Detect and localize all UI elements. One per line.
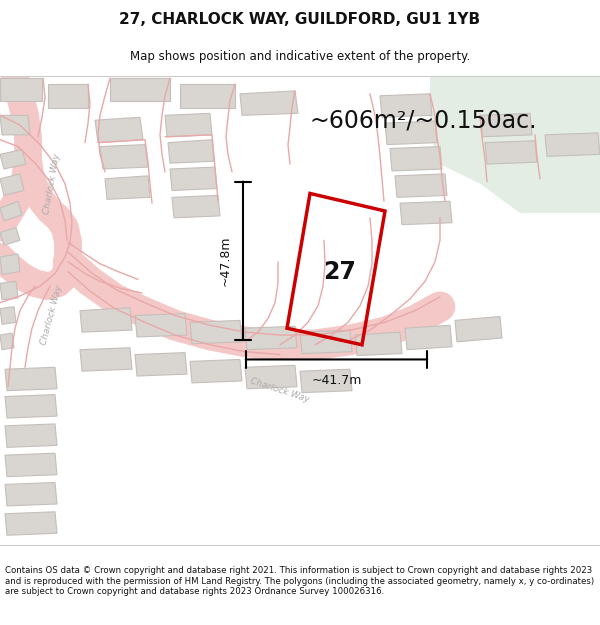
Polygon shape — [545, 133, 600, 156]
Polygon shape — [455, 316, 502, 342]
Polygon shape — [400, 201, 452, 224]
Polygon shape — [0, 307, 16, 324]
Text: Map shows position and indicative extent of the property.: Map shows position and indicative extent… — [130, 50, 470, 63]
Polygon shape — [0, 254, 20, 274]
Polygon shape — [135, 352, 187, 376]
Polygon shape — [385, 121, 437, 144]
Polygon shape — [100, 144, 148, 169]
Polygon shape — [95, 118, 143, 142]
Text: ~41.7m: ~41.7m — [311, 374, 362, 388]
Polygon shape — [5, 453, 57, 477]
Polygon shape — [5, 424, 57, 448]
Text: ~47.8m: ~47.8m — [218, 236, 232, 286]
Polygon shape — [0, 281, 18, 300]
Polygon shape — [5, 368, 57, 391]
Polygon shape — [480, 113, 532, 137]
Text: Charlock Way: Charlock Way — [40, 284, 64, 346]
Polygon shape — [300, 369, 352, 392]
Polygon shape — [0, 149, 26, 169]
Polygon shape — [190, 321, 242, 344]
Polygon shape — [395, 174, 447, 198]
Polygon shape — [180, 84, 235, 107]
Polygon shape — [5, 512, 57, 535]
Polygon shape — [485, 141, 537, 164]
Polygon shape — [430, 76, 600, 213]
Polygon shape — [105, 176, 150, 199]
Polygon shape — [245, 326, 297, 350]
Polygon shape — [355, 332, 402, 356]
Polygon shape — [135, 314, 187, 337]
Polygon shape — [165, 113, 212, 137]
Polygon shape — [170, 167, 217, 191]
Polygon shape — [168, 140, 214, 163]
Text: ~606m²/~0.150ac.: ~606m²/~0.150ac. — [310, 108, 538, 132]
Polygon shape — [0, 228, 20, 245]
Polygon shape — [5, 394, 57, 418]
Polygon shape — [0, 78, 42, 101]
Polygon shape — [300, 330, 352, 354]
Polygon shape — [0, 115, 30, 135]
Polygon shape — [245, 365, 297, 389]
Text: 27, CHARLOCK WAY, GUILDFORD, GU1 1YB: 27, CHARLOCK WAY, GUILDFORD, GU1 1YB — [119, 12, 481, 28]
Polygon shape — [110, 78, 170, 101]
Text: Charlock Way: Charlock Way — [42, 152, 62, 215]
Polygon shape — [5, 482, 57, 506]
Polygon shape — [0, 174, 24, 196]
Polygon shape — [190, 359, 242, 383]
Text: Charlock Way: Charlock Way — [250, 377, 311, 404]
Polygon shape — [80, 348, 132, 371]
Polygon shape — [0, 333, 14, 350]
Polygon shape — [48, 84, 88, 107]
Polygon shape — [380, 94, 432, 118]
Polygon shape — [80, 308, 132, 332]
Polygon shape — [240, 91, 298, 115]
Polygon shape — [0, 201, 22, 221]
Text: Contains OS data © Crown copyright and database right 2021. This information is : Contains OS data © Crown copyright and d… — [5, 566, 595, 596]
Polygon shape — [172, 196, 220, 218]
Polygon shape — [390, 146, 442, 171]
Polygon shape — [405, 325, 452, 350]
Text: 27: 27 — [323, 259, 356, 284]
